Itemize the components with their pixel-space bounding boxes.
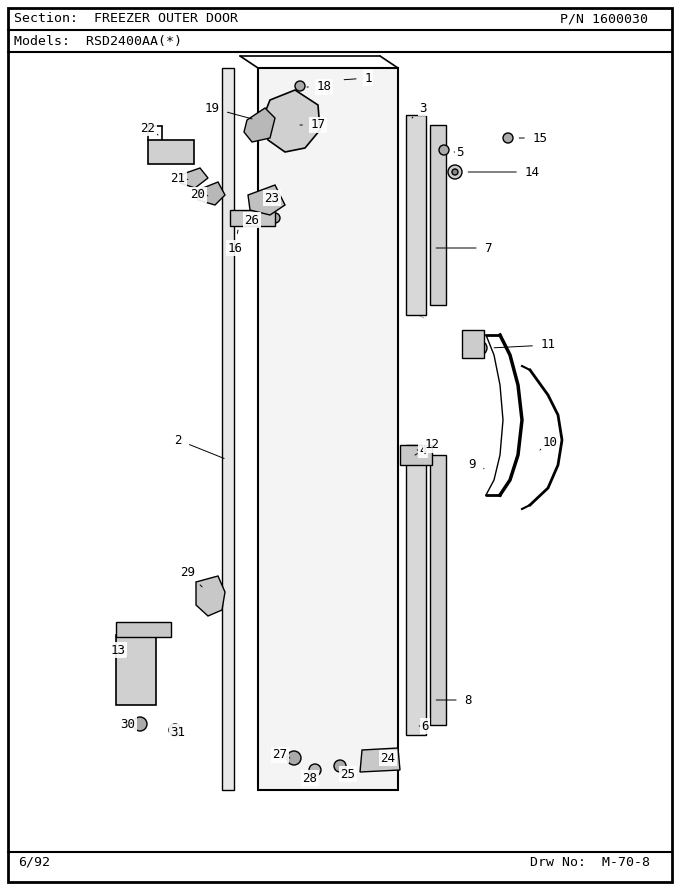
Circle shape [133,690,139,696]
Polygon shape [196,576,225,616]
Text: 26: 26 [245,214,260,226]
Circle shape [473,341,487,355]
Polygon shape [360,748,400,772]
Circle shape [133,660,139,666]
Polygon shape [198,182,225,205]
Bar [430,455,446,725]
Text: 1: 1 [344,71,372,85]
Circle shape [206,190,214,198]
Circle shape [503,133,513,143]
Bar [116,622,171,637]
Bar [406,445,426,735]
Polygon shape [400,445,432,465]
Bar [430,125,446,305]
Text: 23: 23 [265,191,279,205]
Text: 15: 15 [519,132,547,144]
Bar [462,330,484,358]
Text: 19: 19 [205,101,252,119]
Bar [230,210,275,226]
Text: 27: 27 [273,748,290,762]
Text: 12: 12 [415,439,439,455]
Text: Drw No:  M-70-8: Drw No: M-70-8 [530,855,650,869]
Bar [406,115,426,315]
Circle shape [169,149,175,156]
Text: 11: 11 [494,338,556,352]
Text: 7: 7 [436,241,492,255]
Text: 3: 3 [412,101,427,118]
Circle shape [133,645,139,651]
Text: 30: 30 [120,718,135,732]
Text: Section:  FREEZER OUTER DOOR: Section: FREEZER OUTER DOOR [14,12,238,26]
Text: 21: 21 [171,172,188,184]
Text: 8: 8 [436,693,472,707]
Text: 17: 17 [300,118,326,132]
Text: 6/92: 6/92 [18,855,50,869]
Circle shape [309,764,321,776]
Polygon shape [262,90,320,152]
Text: 2: 2 [174,433,224,458]
Bar [148,140,194,164]
Text: 4: 4 [417,443,427,457]
Text: 10: 10 [540,435,558,450]
Circle shape [452,169,458,175]
Bar [258,68,398,790]
Polygon shape [180,168,208,188]
Circle shape [270,213,280,223]
Circle shape [154,149,162,156]
Circle shape [287,119,299,131]
Text: 13: 13 [110,643,126,658]
Circle shape [169,724,181,736]
Text: 16: 16 [228,230,243,255]
Bar [116,635,156,705]
Circle shape [182,149,190,156]
Circle shape [210,589,220,599]
Text: P/N 1600030: P/N 1600030 [560,12,648,26]
Circle shape [287,751,301,765]
Text: 28: 28 [303,772,318,784]
Circle shape [133,675,139,681]
Text: 31: 31 [171,725,186,739]
Circle shape [295,81,305,91]
Text: 9: 9 [469,458,484,472]
Circle shape [439,145,449,155]
Text: 22: 22 [141,122,158,135]
Circle shape [448,165,462,179]
Text: Models:  RSD2400AA(*): Models: RSD2400AA(*) [14,35,182,47]
Bar [222,68,234,790]
Text: 6: 6 [419,719,429,732]
Text: 29: 29 [180,565,202,587]
Polygon shape [244,108,275,142]
Circle shape [133,717,147,731]
Text: 25: 25 [341,767,356,781]
Text: 20: 20 [190,189,208,201]
Polygon shape [248,185,285,215]
Text: 14: 14 [468,166,539,179]
Text: 5: 5 [454,145,464,158]
Text: 24: 24 [380,751,396,765]
Circle shape [334,760,346,772]
Text: 18: 18 [307,80,332,93]
